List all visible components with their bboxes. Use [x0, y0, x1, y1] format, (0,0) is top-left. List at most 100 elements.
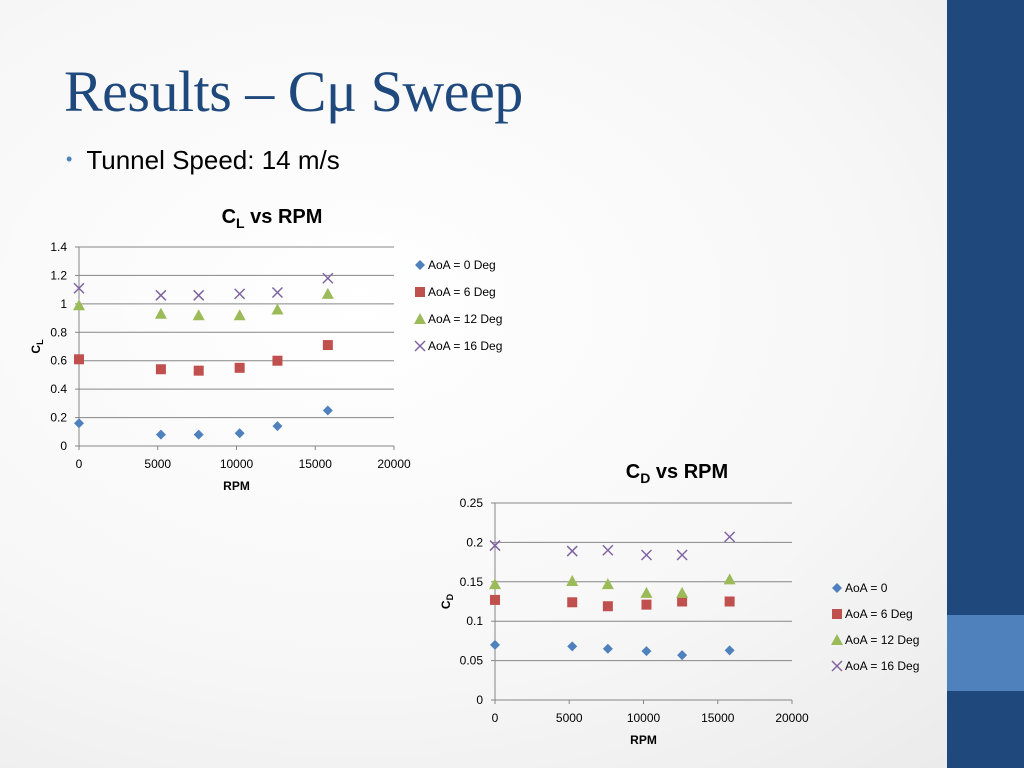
- y-tick-label: 0.15: [460, 575, 484, 589]
- data-point-s2-1: [154, 307, 167, 319]
- data-point-s3-2: [602, 544, 614, 556]
- data-point-s0-2: [602, 643, 613, 654]
- data-point-s3-0-stroke-b: [489, 540, 501, 552]
- data-point-s0-0: [74, 418, 84, 429]
- y-tick-label: 0.6: [50, 354, 67, 368]
- data-point-s2-3: [640, 586, 653, 598]
- y-tick-label: 0: [476, 693, 483, 707]
- data-point-s2-4: [271, 303, 284, 315]
- legend-marker-3: [831, 660, 843, 672]
- data-point-s3-3: [234, 288, 246, 300]
- data-point-s1-0: [74, 354, 84, 365]
- data-point-s2-0: [489, 578, 501, 590]
- data-point-s3-1-stroke-b: [566, 545, 578, 557]
- data-point-s3-5: [322, 272, 334, 284]
- y-tick-label: 0.8: [50, 325, 67, 339]
- legend-label-1: AoA = 6 Deg: [845, 607, 913, 621]
- data-point-s1-5: [322, 340, 333, 351]
- data-point-s0-3: [641, 646, 652, 657]
- data-point-s1-1: [567, 597, 578, 608]
- chart-title-sub: D: [640, 470, 650, 486]
- y-axis-title-main: C: [439, 600, 453, 609]
- chart-title-main: C: [222, 206, 236, 228]
- legend-marker-1: [832, 609, 842, 619]
- chart-title-rest: vs RPM: [650, 461, 728, 483]
- bullet-item: • Tunnel Speed: 14 m/s: [66, 145, 340, 176]
- x-tick-label: 10000: [220, 457, 254, 471]
- data-point-s2-0: [73, 299, 85, 311]
- data-point-s2-2: [192, 309, 205, 321]
- data-point-s0-5: [322, 405, 333, 416]
- data-point-s0-1: [155, 429, 166, 440]
- data-point-s2-4: [676, 586, 689, 598]
- legend-label-3: AoA = 16 Deg: [845, 659, 919, 673]
- x-axis-title: RPM: [223, 479, 250, 493]
- data-point-s2-2: [601, 578, 614, 590]
- data-point-s0-4: [677, 650, 688, 661]
- x-tick-label: 5000: [144, 457, 171, 471]
- data-point-s0-2: [193, 429, 204, 440]
- legend-marker-3-stroke-b: [414, 340, 426, 352]
- data-point-s2-5: [321, 287, 334, 299]
- chart-title: CL vs RPM: [222, 206, 323, 231]
- data-point-s3-2-stroke-b: [602, 544, 614, 556]
- sidebar-accent-block: [947, 615, 1024, 691]
- data-point-s2-5: [723, 573, 736, 585]
- data-point-s3-5-stroke-b: [724, 531, 736, 543]
- data-point-s3-4-stroke-b: [271, 286, 283, 299]
- data-point-s3-3-stroke-b: [640, 549, 653, 561]
- data-point-s3-2-stroke-b: [193, 289, 205, 301]
- data-point-s3-4: [271, 286, 283, 299]
- y-tick-label: 0.4: [50, 382, 67, 396]
- data-point-s3-1-stroke-b: [155, 289, 167, 301]
- data-point-s2-3: [233, 309, 246, 321]
- x-tick-label: 20000: [377, 457, 411, 471]
- data-point-s1-2: [602, 601, 613, 612]
- data-point-s1-2: [193, 365, 204, 376]
- data-point-s1-4: [677, 596, 688, 607]
- x-tick-label: 20000: [775, 711, 809, 725]
- chart-title-rest: vs RPM: [245, 206, 323, 228]
- legend-marker-1: [415, 287, 425, 297]
- y-axis-title-sub: D: [445, 593, 455, 600]
- y-tick-label: 0.05: [460, 654, 484, 668]
- x-tick-label: 0: [76, 457, 83, 471]
- y-tick-label: 0: [60, 439, 67, 453]
- data-point-s3-0: [73, 282, 85, 294]
- data-point-s2-1: [566, 575, 579, 587]
- legend-marker-2: [414, 313, 426, 324]
- legend-marker-3: [414, 340, 426, 352]
- slide-title: Results – Cμ Sweep: [64, 59, 523, 124]
- y-axis-title: CD: [439, 593, 455, 609]
- data-point-s1-5: [724, 596, 735, 607]
- data-point-s1-4: [272, 355, 283, 366]
- chart-title-sub: L: [236, 215, 245, 231]
- data-point-s1-0: [490, 594, 500, 605]
- y-tick-label: 0.2: [50, 411, 67, 425]
- data-point-s3-4-stroke-b: [676, 549, 688, 561]
- y-tick-label: 0.2: [466, 535, 483, 549]
- legend-marker-2: [831, 634, 843, 645]
- y-tick-label: 0.1: [466, 614, 483, 628]
- x-axis-title: RPM: [630, 733, 657, 747]
- y-tick-label: 1.2: [50, 268, 67, 282]
- legend-marker-3-stroke-b: [831, 660, 843, 672]
- x-tick-label: 15000: [701, 711, 735, 725]
- data-point-s0-3: [234, 428, 245, 439]
- data-point-s3-4: [676, 549, 688, 561]
- legend-marker-0: [415, 260, 425, 270]
- legend-label-3: AoA = 16 Deg: [428, 339, 502, 353]
- data-point-s3-2: [193, 289, 205, 301]
- y-axis-title-sub: L: [35, 339, 45, 345]
- y-tick-label: 0.25: [460, 496, 484, 510]
- x-tick-label: 15000: [299, 457, 333, 471]
- y-tick-label: 1: [60, 297, 67, 311]
- data-point-s3-1: [155, 289, 167, 301]
- data-point-s1-1: [155, 364, 166, 375]
- data-point-s3-0-stroke-b: [73, 282, 85, 294]
- legend-label-0: AoA = 0 Deg: [428, 258, 496, 272]
- data-point-s0-0: [490, 639, 500, 650]
- bullet-text: Tunnel Speed: 14 m/s: [86, 145, 340, 175]
